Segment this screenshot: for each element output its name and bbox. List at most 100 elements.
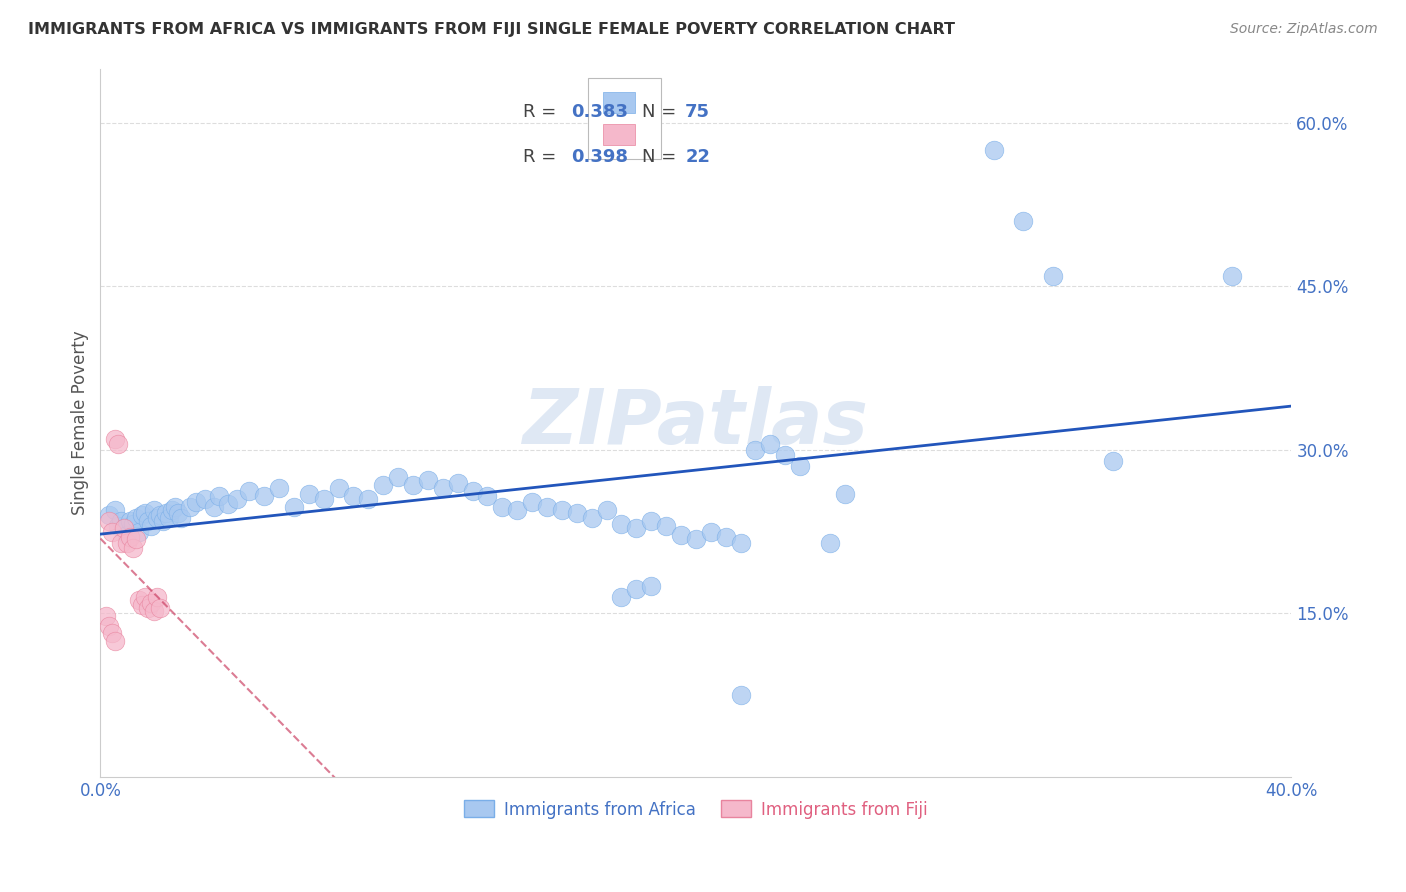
Point (101, 626, 124, 640)
Point (110, 535, 132, 549)
Point (520, 495, 543, 509)
Text: 22: 22 (685, 148, 710, 166)
Point (98, 619, 121, 633)
Point (160, 503, 183, 517)
Point (610, 590, 633, 604)
Point (461, 484, 484, 499)
Point (581, 510, 603, 524)
Point (730, 535, 752, 549)
Point (139, 595, 162, 609)
Point (253, 489, 276, 503)
Text: R =: R = (523, 148, 562, 166)
Point (730, 688, 752, 702)
Point (744, 442, 766, 457)
Point (122, 541, 145, 555)
Point (283, 500, 305, 514)
Point (551, 503, 574, 517)
Point (610, 516, 633, 531)
Point (983, 143, 1005, 157)
Point (101, 524, 124, 539)
Point (342, 489, 364, 503)
Point (104, 633, 127, 648)
Point (134, 590, 156, 604)
Point (98, 514, 121, 528)
Text: 75: 75 (685, 103, 710, 121)
Point (1220, 268, 1243, 283)
Point (142, 604, 165, 618)
Point (170, 510, 193, 524)
Point (163, 500, 186, 514)
Point (714, 530, 737, 544)
Point (110, 514, 132, 528)
Point (491, 500, 513, 514)
Point (238, 484, 260, 499)
Point (112, 521, 135, 535)
Point (208, 489, 231, 503)
Point (146, 590, 169, 604)
Point (626, 521, 648, 535)
Text: N =: N = (643, 103, 682, 121)
Point (595, 503, 617, 517)
Text: N =: N = (643, 148, 682, 166)
Y-axis label: Single Female Poverty: Single Female Poverty (72, 330, 89, 515)
Point (1101, 454, 1123, 468)
Point (312, 491, 335, 506)
Point (107, 437, 129, 451)
Point (759, 437, 782, 451)
Point (134, 506, 156, 520)
Point (402, 478, 425, 492)
Point (104, 432, 127, 446)
Text: 0.383: 0.383 (571, 103, 628, 121)
Point (373, 478, 395, 492)
Point (1012, 214, 1035, 228)
Point (655, 519, 678, 533)
Point (104, 503, 127, 517)
Point (142, 503, 165, 517)
Point (131, 598, 153, 612)
Point (149, 601, 172, 615)
Point (194, 491, 217, 506)
Point (536, 500, 558, 514)
Point (1042, 268, 1064, 283)
Text: 0.398: 0.398 (571, 148, 628, 166)
Point (834, 486, 856, 500)
Point (298, 486, 321, 500)
Point (184, 495, 207, 509)
Point (136, 514, 159, 528)
Point (773, 449, 796, 463)
Point (477, 489, 499, 503)
Text: IMMIGRANTS FROM AFRICA VS IMMIGRANTS FROM FIJI SINGLE FEMALE POVERTY CORRELATION: IMMIGRANTS FROM AFRICA VS IMMIGRANTS FRO… (28, 22, 955, 37)
Point (166, 506, 188, 520)
Point (152, 514, 174, 528)
Point (98, 508, 121, 523)
Point (432, 481, 454, 495)
Point (506, 503, 529, 517)
Point (122, 516, 145, 531)
Point (267, 481, 290, 495)
Point (565, 506, 588, 520)
Point (640, 514, 662, 528)
Point (125, 533, 148, 547)
Point (112, 521, 135, 535)
Point (120, 514, 142, 528)
Point (179, 500, 201, 514)
Point (149, 508, 172, 523)
Point (120, 530, 142, 544)
Point (217, 497, 239, 511)
Point (157, 510, 180, 524)
Point (669, 528, 692, 542)
Point (202, 500, 225, 514)
Point (136, 601, 159, 615)
Point (226, 491, 249, 506)
Point (626, 582, 648, 597)
Point (96, 608, 118, 623)
Text: ZIPatlas: ZIPatlas (523, 385, 869, 459)
Point (447, 475, 470, 490)
Point (107, 519, 129, 533)
Point (125, 510, 148, 524)
Point (357, 491, 380, 506)
Point (818, 535, 841, 549)
Point (115, 535, 138, 549)
Point (128, 593, 150, 607)
Point (139, 519, 162, 533)
